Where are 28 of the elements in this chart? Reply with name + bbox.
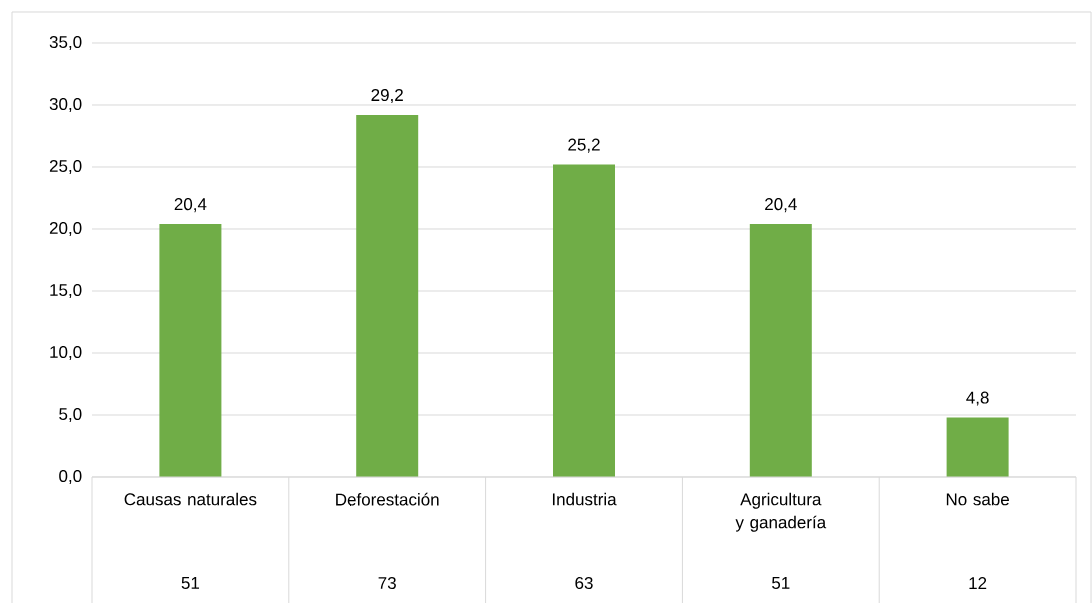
- bar: [356, 114, 419, 477]
- x-tick-label: Deforestación: [336, 492, 439, 506]
- bar: [159, 224, 222, 477]
- x-tick-label: No sabe: [946, 492, 1009, 506]
- bar: [749, 224, 812, 477]
- y-tick-label: 5,0: [59, 407, 82, 423]
- data-label: 20,4: [174, 198, 207, 213]
- y-tick-label: 20,0: [49, 221, 82, 237]
- data-label: 20,4: [765, 198, 797, 213]
- data-label: 4,8: [966, 391, 989, 406]
- y-tick-label: 25,0: [49, 159, 82, 175]
- data-label: 25,2: [568, 138, 600, 153]
- y-tick-label: 35,0: [49, 35, 82, 51]
- data-label: 29,2: [371, 89, 403, 104]
- y-tick-label: 30,0: [49, 97, 82, 113]
- text: 51: [772, 577, 790, 589]
- y-tick-label: 15,0: [50, 283, 82, 299]
- y-tick-label: 0,0: [59, 469, 82, 485]
- bar: [553, 164, 615, 477]
- text: 63: [575, 576, 593, 590]
- x-tick-label: Agricultura y ganadería: [735, 492, 827, 532]
- x-tick-label: Industria: [552, 492, 617, 506]
- text: 12: [969, 577, 987, 589]
- x-tick-label: Causas naturales: [124, 492, 257, 506]
- text: 51: [181, 577, 200, 589]
- y-tick-label: 10,0: [50, 345, 82, 361]
- bar: [946, 417, 1009, 477]
- text: 73: [378, 576, 396, 590]
